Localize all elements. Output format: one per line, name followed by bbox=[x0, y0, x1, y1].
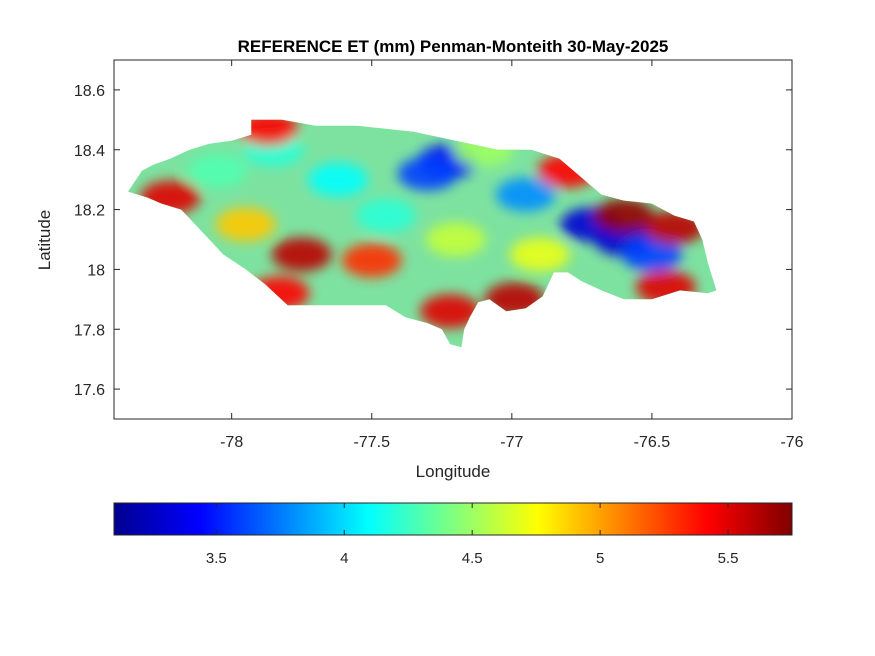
x-tick-label: -77 bbox=[500, 434, 523, 451]
colorbar-tick-label: 5.5 bbox=[718, 550, 739, 567]
y-axis-label: Latitude bbox=[35, 210, 54, 271]
colorbar-ticks: 3.5 4 4.5 5 5.5 bbox=[206, 503, 739, 567]
et-value-region bbox=[271, 237, 332, 272]
colorbar bbox=[113, 502, 793, 536]
x-axis-ticks: -78 -77.5 -77 -76.5 -76 bbox=[220, 60, 804, 451]
et-value-region bbox=[355, 198, 416, 233]
y-tick-label: 18.6 bbox=[74, 83, 105, 100]
et-value-region bbox=[308, 162, 369, 197]
et-value-region bbox=[397, 156, 458, 191]
et-value-region bbox=[425, 222, 486, 257]
x-tick-label: -78 bbox=[220, 434, 243, 451]
colorbar-tick-label: 4 bbox=[340, 550, 348, 567]
et-value-region bbox=[215, 207, 276, 242]
y-tick-label: 17.6 bbox=[74, 382, 105, 399]
et-value-region bbox=[187, 153, 248, 188]
y-tick-label: 18.2 bbox=[74, 203, 105, 220]
et-value-region bbox=[238, 119, 299, 146]
colorbar-tick-label: 4.5 bbox=[462, 550, 483, 567]
x-tick-label: -76.5 bbox=[634, 434, 671, 451]
et-value-region bbox=[495, 177, 556, 212]
y-tick-label: 17.8 bbox=[74, 322, 105, 339]
colorbar-tick-label: 5 bbox=[596, 550, 604, 567]
et-value-region bbox=[420, 294, 481, 329]
et-value-region bbox=[593, 198, 654, 233]
colorbar-tick-label: 3.5 bbox=[206, 550, 227, 567]
y-tick-label: 18.4 bbox=[74, 143, 105, 160]
plot-title: REFERENCE ET (mm) Penman-Monteith 30-May… bbox=[238, 37, 669, 56]
y-tick-label: 18 bbox=[87, 262, 105, 279]
et-value-region bbox=[621, 237, 682, 272]
x-tick-label: -76 bbox=[780, 434, 803, 451]
x-tick-label: -77.5 bbox=[354, 434, 391, 451]
et-value-region bbox=[509, 237, 570, 272]
et-value-region bbox=[341, 243, 402, 278]
x-axis-label: Longitude bbox=[416, 462, 491, 481]
y-axis-ticks: 17.6 17.8 18 18.2 18.4 18.6 bbox=[74, 83, 792, 399]
